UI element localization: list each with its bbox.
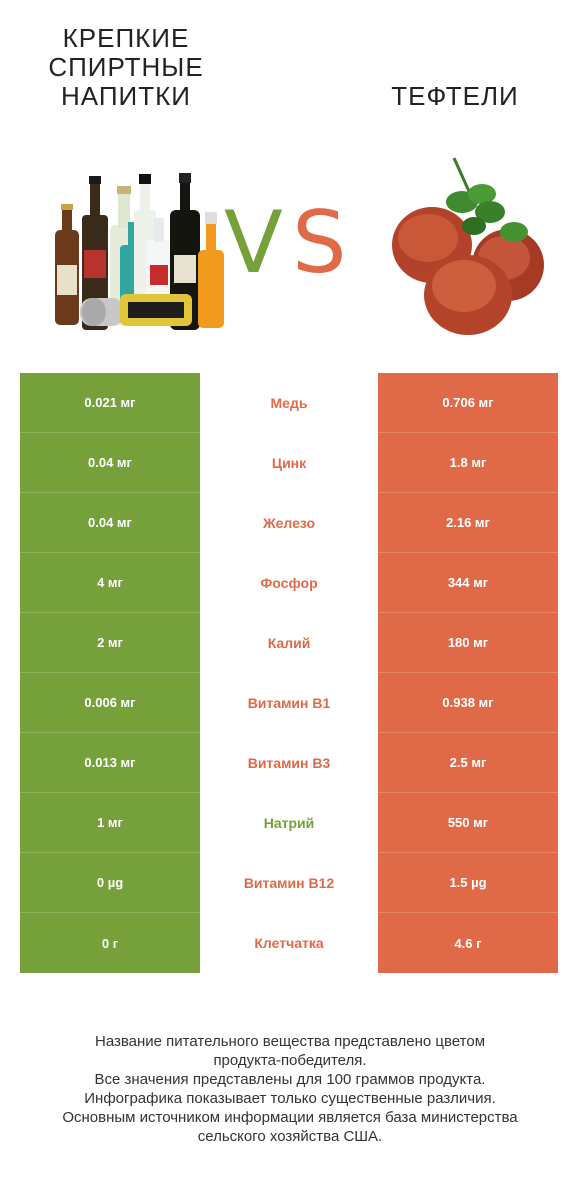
right-value: 180 мг [378, 613, 558, 673]
left-value: 0.04 мг [20, 493, 200, 553]
nutrient-name: Цинк [200, 433, 378, 493]
nutrient-name: Фосфор [200, 553, 378, 613]
left-value: 4 мг [20, 553, 200, 613]
left-value: 0.04 мг [20, 433, 200, 493]
vs-s-letter: S [292, 193, 347, 293]
nutrient-name: Витамин B1 [200, 673, 378, 733]
liquor-bottles-image [50, 170, 230, 335]
right-value: 2.16 мг [378, 493, 558, 553]
right-value: 1.5 µg [378, 853, 558, 913]
left-value: 2 мг [20, 613, 200, 673]
table-row: 0 г Клетчатка 4.6 г [20, 913, 558, 973]
table-row: 0.006 мг Витамин B1 0.938 мг [20, 673, 558, 733]
right-product-title: ТЕФТЕЛИ [391, 81, 519, 111]
right-value: 2.5 мг [378, 733, 558, 793]
table-row: 0 µg Витамин B12 1.5 µg [20, 853, 558, 913]
table-row: 1 мг Натрий 550 мг [20, 793, 558, 853]
right-value: 0.706 мг [378, 373, 558, 433]
right-value: 344 мг [378, 553, 558, 613]
left-value: 1 мг [20, 793, 200, 853]
left-product-title: КРЕПКИЕ СПИРТНЫЕ НАПИТКИ [48, 23, 204, 111]
table-row: 2 мг Калий 180 мг [20, 613, 558, 673]
left-value: 0.021 мг [20, 373, 200, 433]
nutrient-name: Натрий [200, 793, 378, 853]
table-row: 0.021 мг Медь 0.706 мг [20, 373, 558, 433]
right-value: 1.8 мг [378, 433, 558, 493]
table-row: 0.04 мг Железо 2.16 мг [20, 493, 558, 553]
nutrient-name: Железо [200, 493, 378, 553]
vs-v-letter: V [224, 193, 283, 293]
nutrient-name: Медь [200, 373, 378, 433]
nutrient-name: Калий [200, 613, 378, 673]
meatballs-image [390, 150, 550, 340]
left-value: 0 г [20, 913, 200, 973]
footer-note: Название питательного вещества представл… [62, 1033, 518, 1145]
left-value: 0 µg [20, 853, 200, 913]
right-value: 0.938 мг [378, 673, 558, 733]
table-row: 0.013 мг Витамин B3 2.5 мг [20, 733, 558, 793]
nutrient-name: Клетчатка [200, 913, 378, 973]
table-row: 0.04 мг Цинк 1.8 мг [20, 433, 558, 493]
comparison-table: 0.021 мг Медь 0.706 мг 0.04 мг Цинк 1.8 мг 0.0… [20, 373, 558, 973]
right-value: 4.6 г [378, 913, 558, 973]
left-value: 0.006 мг [20, 673, 200, 733]
nutrient-name: Витамин B3 [200, 733, 378, 793]
left-value: 0.013 мг [20, 733, 200, 793]
right-value: 550 мг [378, 793, 558, 853]
nutrient-name: Витамин B12 [200, 853, 378, 913]
table-row: 4 мг Фосфор 344 мг [20, 553, 558, 613]
